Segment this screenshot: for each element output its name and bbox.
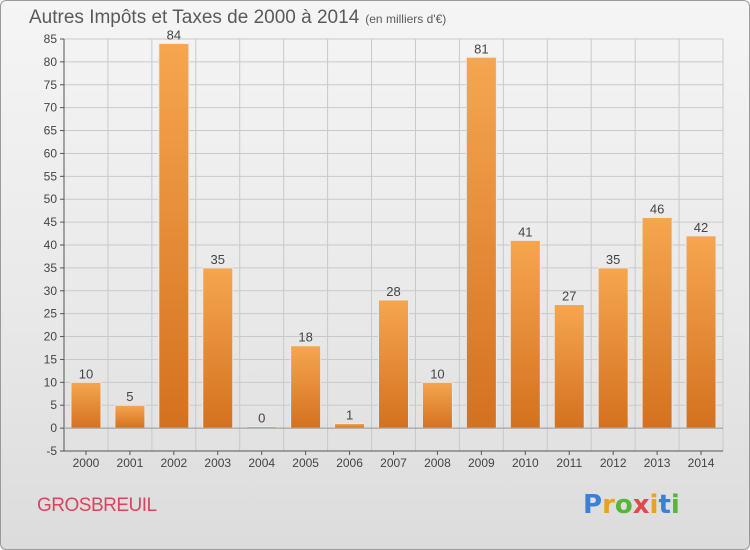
x-tick-label: 2001 (117, 456, 144, 470)
logo-letter: t (658, 490, 671, 520)
data-label: 10 (79, 366, 93, 381)
data-label: 84 (167, 28, 181, 43)
y-tick-label: 75 (44, 78, 58, 92)
bar-2000 (70, 381, 102, 429)
y-tick-label: 50 (44, 192, 58, 206)
data-label: 81 (474, 41, 488, 56)
x-tick-label: 2009 (468, 456, 495, 470)
y-tick-label: 25 (44, 307, 58, 321)
bar-2014 (685, 235, 717, 429)
bar-2013 (641, 217, 673, 429)
x-tick-label: 2010 (512, 456, 539, 470)
x-tick-label: 2006 (336, 456, 363, 470)
chart-title-text: Autres Impôts et Taxes de 2000 à 2014 (29, 7, 360, 28)
data-label: 5 (126, 389, 133, 404)
data-label: 10 (430, 366, 444, 381)
x-tick-label: 2014 (688, 456, 715, 470)
x-tick-label: 2005 (292, 456, 319, 470)
bar-2005 (290, 345, 322, 429)
y-tick-label: 0 (50, 421, 57, 435)
bar-2006 (334, 423, 366, 429)
logo-letter: x (632, 490, 650, 520)
logo-letter: P (583, 490, 603, 520)
x-tick-label: 2008 (424, 456, 451, 470)
axes: -505101520253035404550556065707580852000… (44, 32, 723, 470)
bar-2012 (597, 267, 629, 429)
y-tick-label: -5 (46, 444, 57, 458)
data-labels: 10 5 84 35 0 18 1 28 10 81 41 27 35 46 42 (79, 28, 709, 426)
y-tick-label: 35 (44, 261, 58, 275)
y-tick-label: 45 (44, 215, 58, 229)
y-tick-label: 20 (44, 330, 58, 344)
commune-name: GROSBREUIL (37, 495, 157, 516)
y-tick-label: 60 (44, 146, 58, 160)
data-label: 28 (386, 284, 400, 299)
y-tick-label: 40 (44, 238, 58, 252)
x-tick-label: 2003 (204, 456, 231, 470)
bar-2003 (202, 267, 234, 429)
bar-2011 (553, 304, 585, 429)
logo-letter: r (602, 490, 615, 520)
chart-title: Autres Impôts et Taxes de 2000 à 2014 (en… (29, 7, 446, 29)
x-tick-label: 2007 (380, 456, 407, 470)
x-tick-label: 2013 (644, 456, 671, 470)
data-label: 41 (518, 224, 532, 239)
data-label: 1 (346, 408, 353, 423)
y-tick-label: 70 (44, 101, 58, 115)
y-tick-label: 30 (44, 284, 58, 298)
y-tick-label: 5 (50, 398, 57, 412)
y-tick-label: 10 (44, 375, 58, 389)
y-tick-label: 80 (44, 55, 58, 69)
data-label: 46 (650, 202, 664, 217)
x-tick-label: 2000 (73, 456, 100, 470)
y-tick-label: 15 (44, 352, 58, 366)
bar-2009 (465, 56, 497, 429)
data-label: 35 (606, 252, 620, 267)
bar-2001 (114, 404, 146, 429)
bar-2008 (421, 381, 453, 429)
x-tick-label: 2012 (600, 456, 627, 470)
logo-letter: o (614, 490, 633, 520)
chart-subtitle: (en milliers d'€) (365, 12, 447, 26)
data-label: 18 (298, 330, 312, 345)
y-tick-label: 65 (44, 124, 58, 138)
data-label: 27 (562, 289, 576, 304)
bar-2002 (158, 43, 190, 429)
proxiti-logo: Proxiti (583, 490, 680, 520)
logo-letter: i (649, 490, 659, 520)
data-label: 35 (211, 252, 225, 267)
bar-2007 (378, 299, 409, 429)
bar-2010 (509, 239, 541, 429)
y-tick-label: 85 (44, 32, 58, 46)
y-tick-label: 55 (44, 169, 58, 183)
logo-letter: i (670, 490, 680, 520)
data-label: 42 (694, 220, 708, 235)
bars (70, 43, 717, 429)
data-label: 0 (258, 411, 265, 426)
x-tick-label: 2004 (248, 456, 275, 470)
x-tick-label: 2002 (160, 456, 187, 470)
x-tick-label: 2011 (556, 456, 582, 470)
